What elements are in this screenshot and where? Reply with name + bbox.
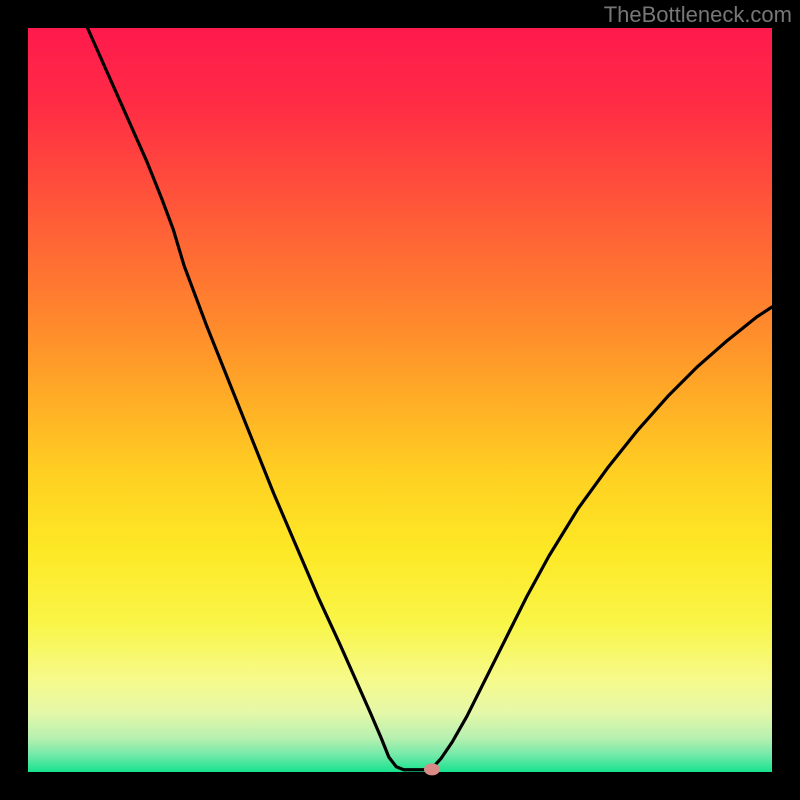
watermark-text: TheBottleneck.com [604, 2, 792, 28]
chart-container: TheBottleneck.com [0, 0, 800, 800]
gradient-plot-area [28, 28, 772, 772]
bottleneck-chart [0, 0, 800, 800]
optimal-point-marker [424, 763, 440, 775]
